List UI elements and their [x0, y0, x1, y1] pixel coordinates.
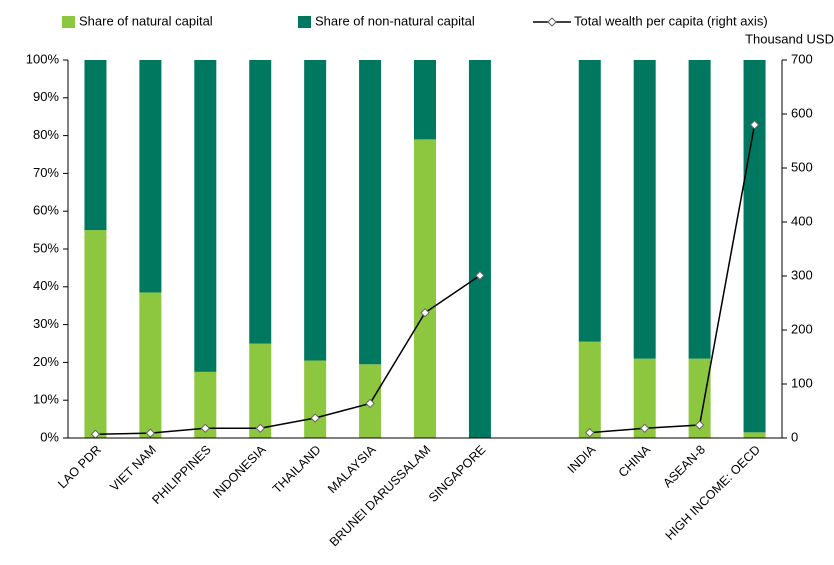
x-tick-label: PHILIPPINES [149, 443, 213, 507]
bar-segment [688, 60, 711, 359]
y-tick-label: 90% [33, 89, 59, 104]
line-marker [420, 308, 430, 318]
y-tick-label: 100% [26, 51, 60, 66]
bar-segment [578, 341, 601, 438]
bar-segment [414, 60, 436, 140]
bar-segment [304, 60, 327, 361]
y2-tick-label: 0 [791, 429, 798, 444]
x-tick-label: SINGAPORE [426, 443, 488, 505]
x-tick-label: INDIA [565, 442, 599, 476]
line-marker [145, 428, 156, 438]
bar-segment [249, 60, 272, 344]
line-marker [694, 420, 705, 430]
x-tick-label: INDONESIA [210, 442, 269, 501]
legend-label: Share of natural capital [79, 13, 213, 28]
x-tick-label: ASEAN-8 [660, 443, 708, 491]
bar-segment [84, 230, 107, 438]
y-tick-label: 0% [40, 429, 59, 444]
bar-segment [743, 432, 766, 438]
bar-segment [688, 358, 711, 438]
bar-segment [84, 60, 107, 231]
bar-segment [304, 360, 327, 438]
y2-tick-label: 400 [791, 213, 813, 228]
legend-swatch [62, 16, 75, 28]
bar-segment [139, 292, 162, 438]
legend-swatch [298, 16, 311, 28]
x-tick-label: BRUNEI DARUSSALAM [327, 443, 434, 550]
x-tick-label: VIET NAM [107, 443, 158, 494]
y2-tick-label: 200 [791, 321, 813, 336]
y-tick-label: 80% [33, 127, 59, 142]
y2-tick-label: 600 [791, 105, 813, 120]
line-marker [200, 423, 211, 433]
bar-segment [414, 139, 436, 438]
y2-tick-label: 300 [791, 267, 813, 282]
bar-segment [249, 343, 272, 438]
line [95, 124, 756, 435]
line-marker [475, 270, 485, 281]
legend-label: Share of non-natural capital [315, 13, 475, 28]
x-tick-label: THAILAND [270, 443, 324, 497]
line-marker [365, 398, 375, 409]
y2-axis-label: Thousand USD [745, 31, 834, 46]
x-tick-label: HIGH INCOME: OECD [663, 443, 763, 543]
legend-marker [547, 17, 557, 27]
y-tick-label: 20% [33, 354, 59, 369]
line-marker [585, 427, 595, 438]
line-marker [310, 413, 320, 423]
y-tick-label: 10% [33, 392, 59, 407]
bar-segment [633, 358, 656, 438]
x-tick-label: MALAYSIA [325, 442, 379, 496]
y-tick-label: 50% [33, 240, 59, 255]
y2-tick-label: 700 [791, 51, 813, 66]
line-marker [639, 423, 650, 433]
bar-segment [139, 60, 162, 293]
bar-segment [743, 60, 766, 433]
y-tick-label: 40% [33, 278, 59, 293]
y-tick-label: 30% [33, 316, 59, 331]
x-tick-label: LAO PDR [55, 443, 104, 492]
line-marker [749, 120, 760, 130]
y2-tick-label: 100 [791, 375, 813, 390]
line-marker [255, 423, 265, 433]
x-tick-label: CHINA [616, 442, 654, 480]
bar-segment [468, 60, 491, 438]
y-tick-label: 70% [33, 165, 59, 180]
legend-label: Total wealth per capita (right axis) [574, 13, 768, 28]
bar-segment [194, 371, 217, 438]
bar-segment [194, 60, 217, 372]
bar-segment [633, 60, 656, 359]
y-tick-label: 60% [33, 203, 59, 218]
bar-segment [359, 60, 382, 365]
y2-tick-label: 500 [791, 159, 813, 174]
bar-segment [578, 60, 601, 342]
